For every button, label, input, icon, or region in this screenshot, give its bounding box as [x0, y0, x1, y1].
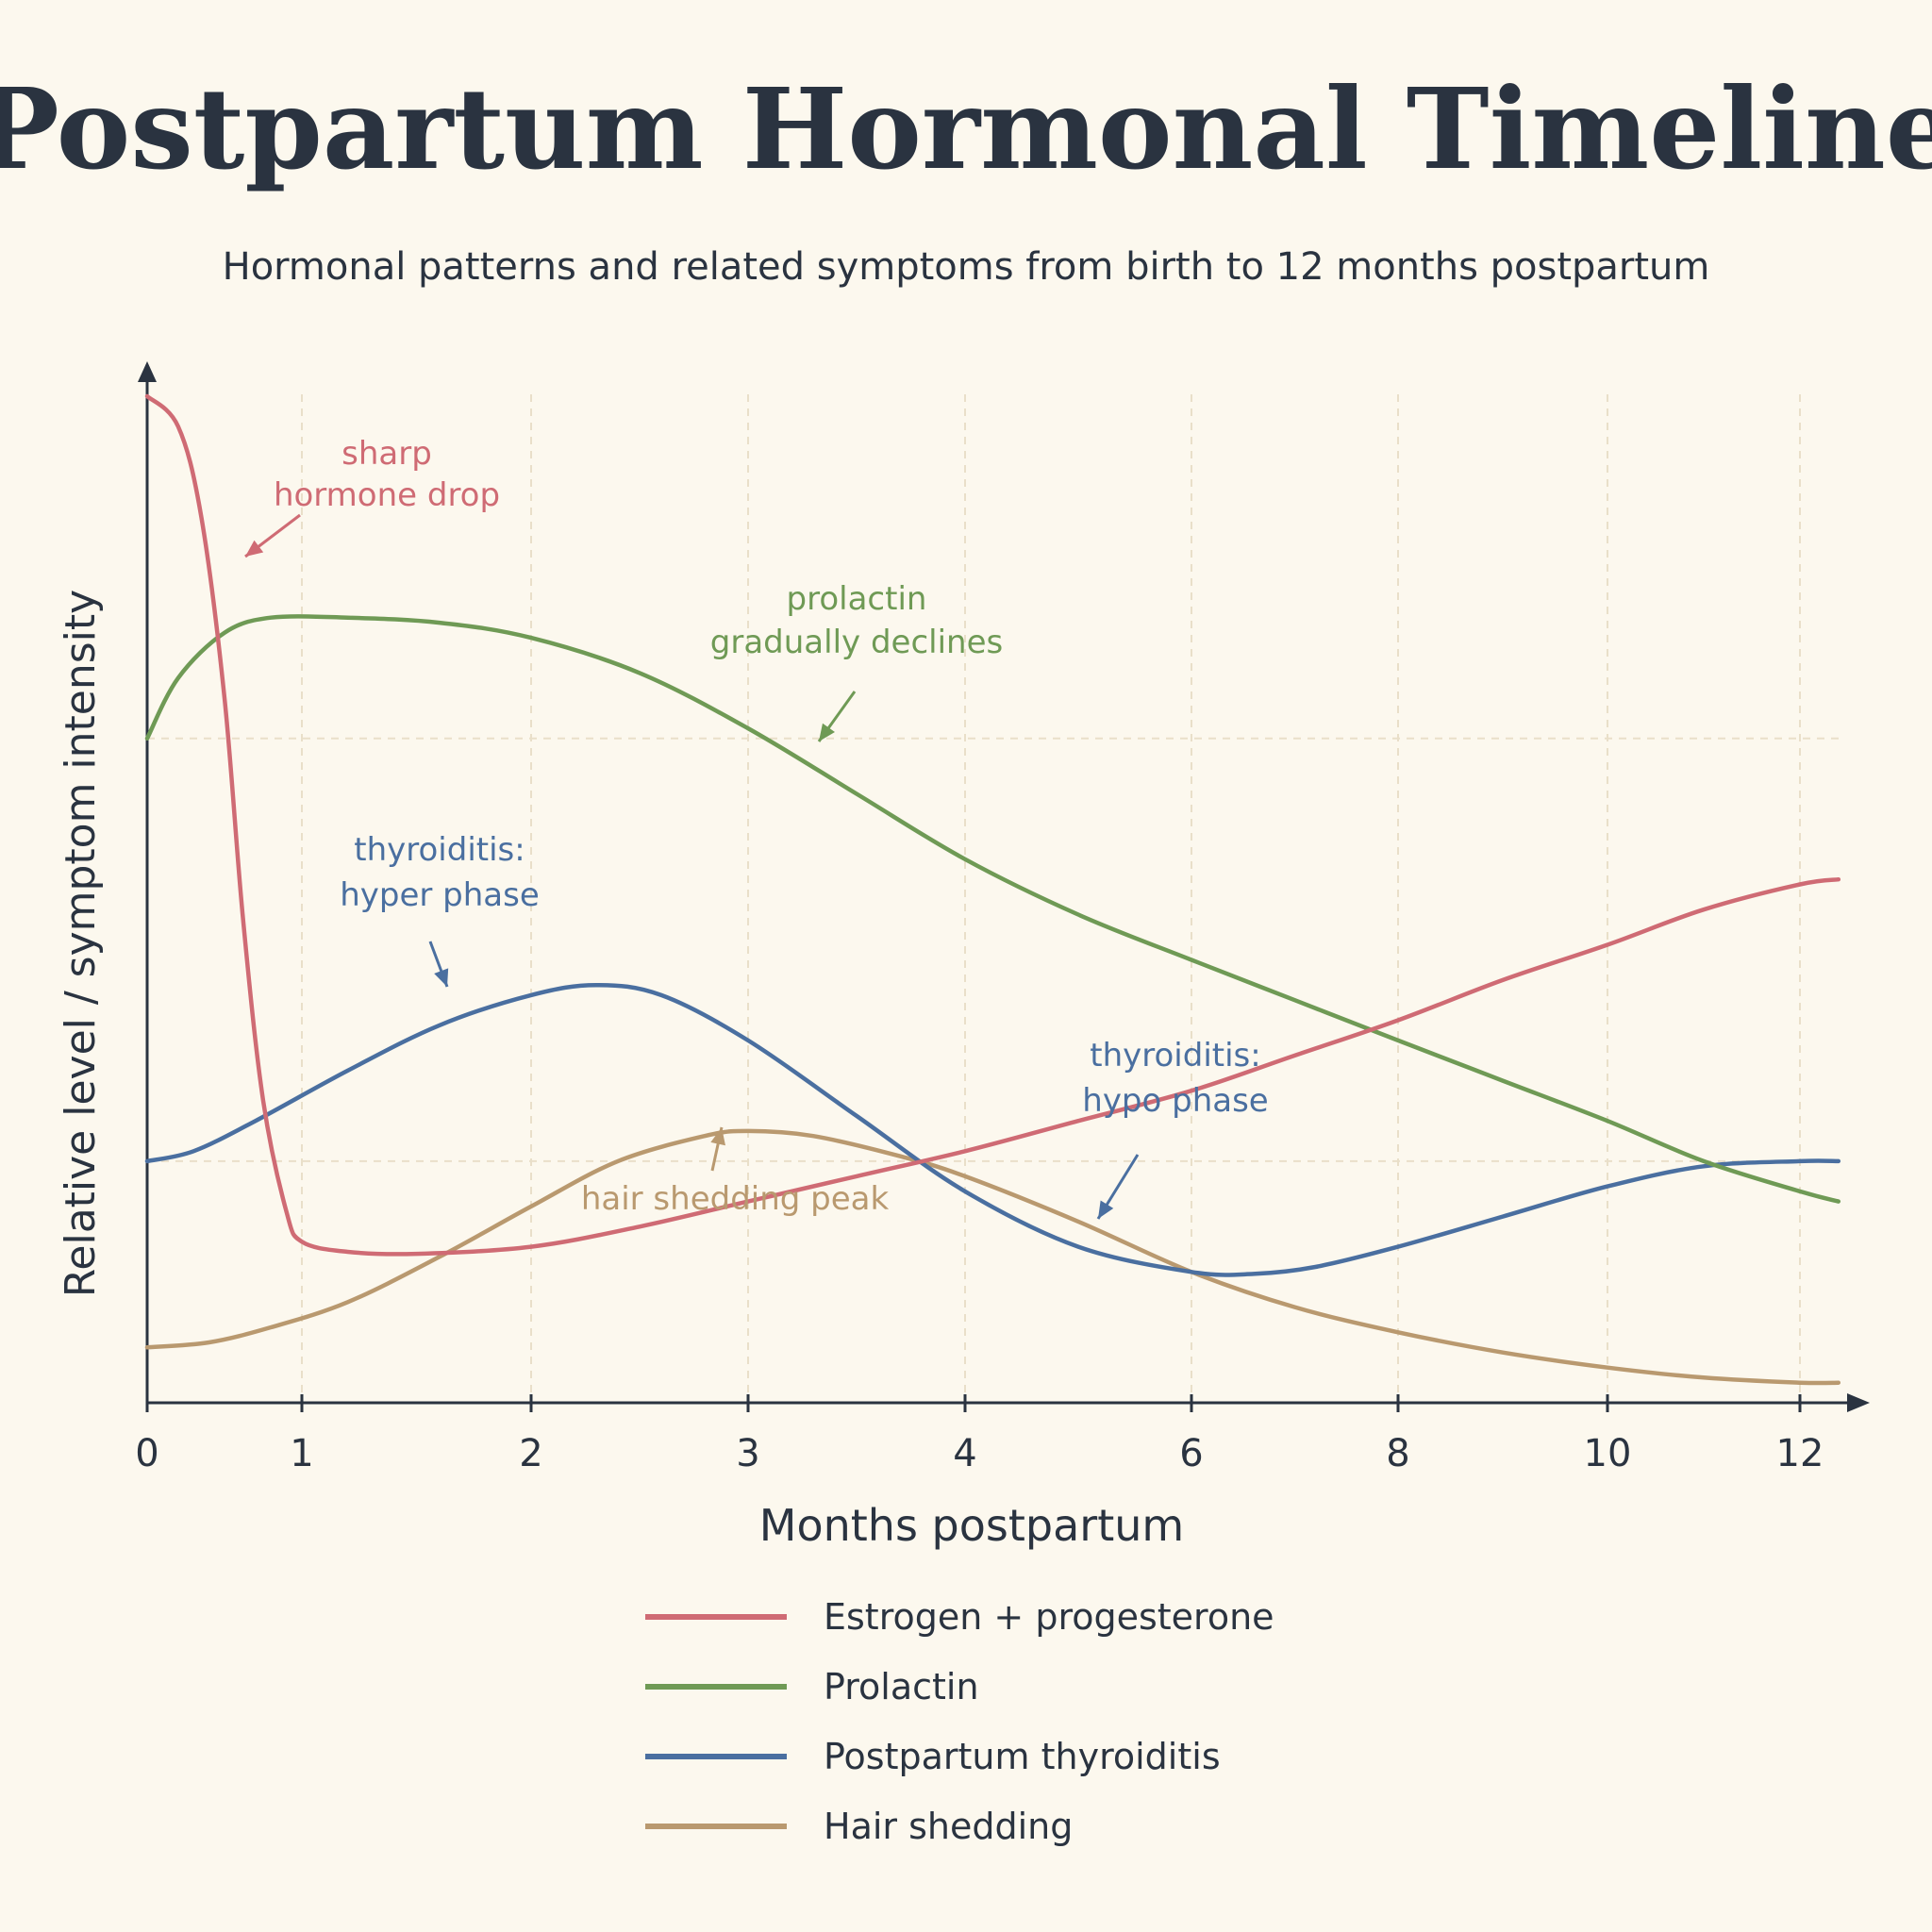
x-tick-label: 1 — [290, 1432, 313, 1475]
annotation-text: hyper phase — [340, 876, 540, 914]
chart-subtitle: Hormonal patterns and related symptoms f… — [223, 245, 1710, 289]
annotation-arrow-head — [1098, 1200, 1114, 1219]
legend-label: Postpartum thyroiditis — [824, 1736, 1221, 1777]
legend-item-hair-shedding: Hair shedding — [645, 1806, 1073, 1847]
series-lines — [144, 393, 1841, 1386]
legend-item-estrogen-progesterone: Estrogen + progesterone — [645, 1596, 1274, 1638]
annotation-arrow-head — [434, 968, 449, 987]
x-tick-label: 12 — [1776, 1432, 1824, 1475]
annotation-3: thyroiditis: hypo phase — [1082, 1037, 1269, 1220]
annotation-text: prolactin — [787, 580, 927, 618]
annotation-text: hormone drop — [274, 476, 500, 514]
legend: Estrogen + progesterone Prolactin Postpart… — [645, 1596, 1274, 1847]
annotation-arrow-head — [710, 1127, 725, 1146]
annotation-text: gradually declines — [710, 624, 1003, 661]
x-tick-label: 3 — [736, 1432, 759, 1475]
grid — [147, 394, 1844, 1403]
annotation-4: hair shedding peak — [581, 1126, 890, 1218]
x-tick-label: 8 — [1386, 1432, 1409, 1475]
annotation-text: hypo phase — [1082, 1082, 1268, 1120]
legend-label: Hair shedding — [824, 1806, 1073, 1847]
annotation-text: thyroiditis: — [1090, 1037, 1260, 1074]
annotation-text: thyroiditis: — [354, 831, 525, 869]
y-axis-label: Relative level / symptom intensity — [57, 590, 105, 1297]
annotation-1: prolactin gradually declines — [710, 580, 1003, 742]
series-line-estrogen-progesterone — [144, 393, 1841, 1257]
legend-label: Estrogen + progesterone — [824, 1596, 1274, 1638]
annotation-2: thyroiditis: hyper phase — [340, 831, 540, 988]
x-tick-label: 2 — [519, 1432, 542, 1475]
chart-title: Postpartum Hormonal Timeline — [0, 63, 1932, 194]
annotation-text: hair shedding peak — [581, 1180, 890, 1218]
legend-item-postpartum-thyroiditis: Postpartum thyroiditis — [645, 1736, 1221, 1777]
series-line-prolactin — [144, 614, 1841, 1204]
axes — [138, 361, 1870, 1412]
annotation-text: sharp — [341, 435, 432, 473]
x-tick-label: 10 — [1584, 1432, 1632, 1475]
x-tick-label: 6 — [1179, 1432, 1203, 1475]
y-axis-arrow — [138, 361, 157, 382]
series-line-hair-shedding — [144, 1128, 1841, 1386]
legend-label: Prolactin — [824, 1666, 979, 1707]
annotation-arrow-head — [819, 723, 835, 741]
legend-item-prolactin: Prolactin — [645, 1666, 979, 1707]
series-line-postpartum-thyroiditis — [144, 982, 1841, 1277]
x-axis-arrow — [1847, 1393, 1870, 1412]
annotation-arrow-head — [245, 540, 264, 557]
x-axis-label: Months postpartum — [759, 1500, 1184, 1551]
x-tick-label: 0 — [135, 1432, 158, 1475]
x-ticks: 0 1 2 3 4 6 8 10 12 — [135, 1394, 1824, 1475]
x-tick-label: 4 — [953, 1432, 976, 1475]
